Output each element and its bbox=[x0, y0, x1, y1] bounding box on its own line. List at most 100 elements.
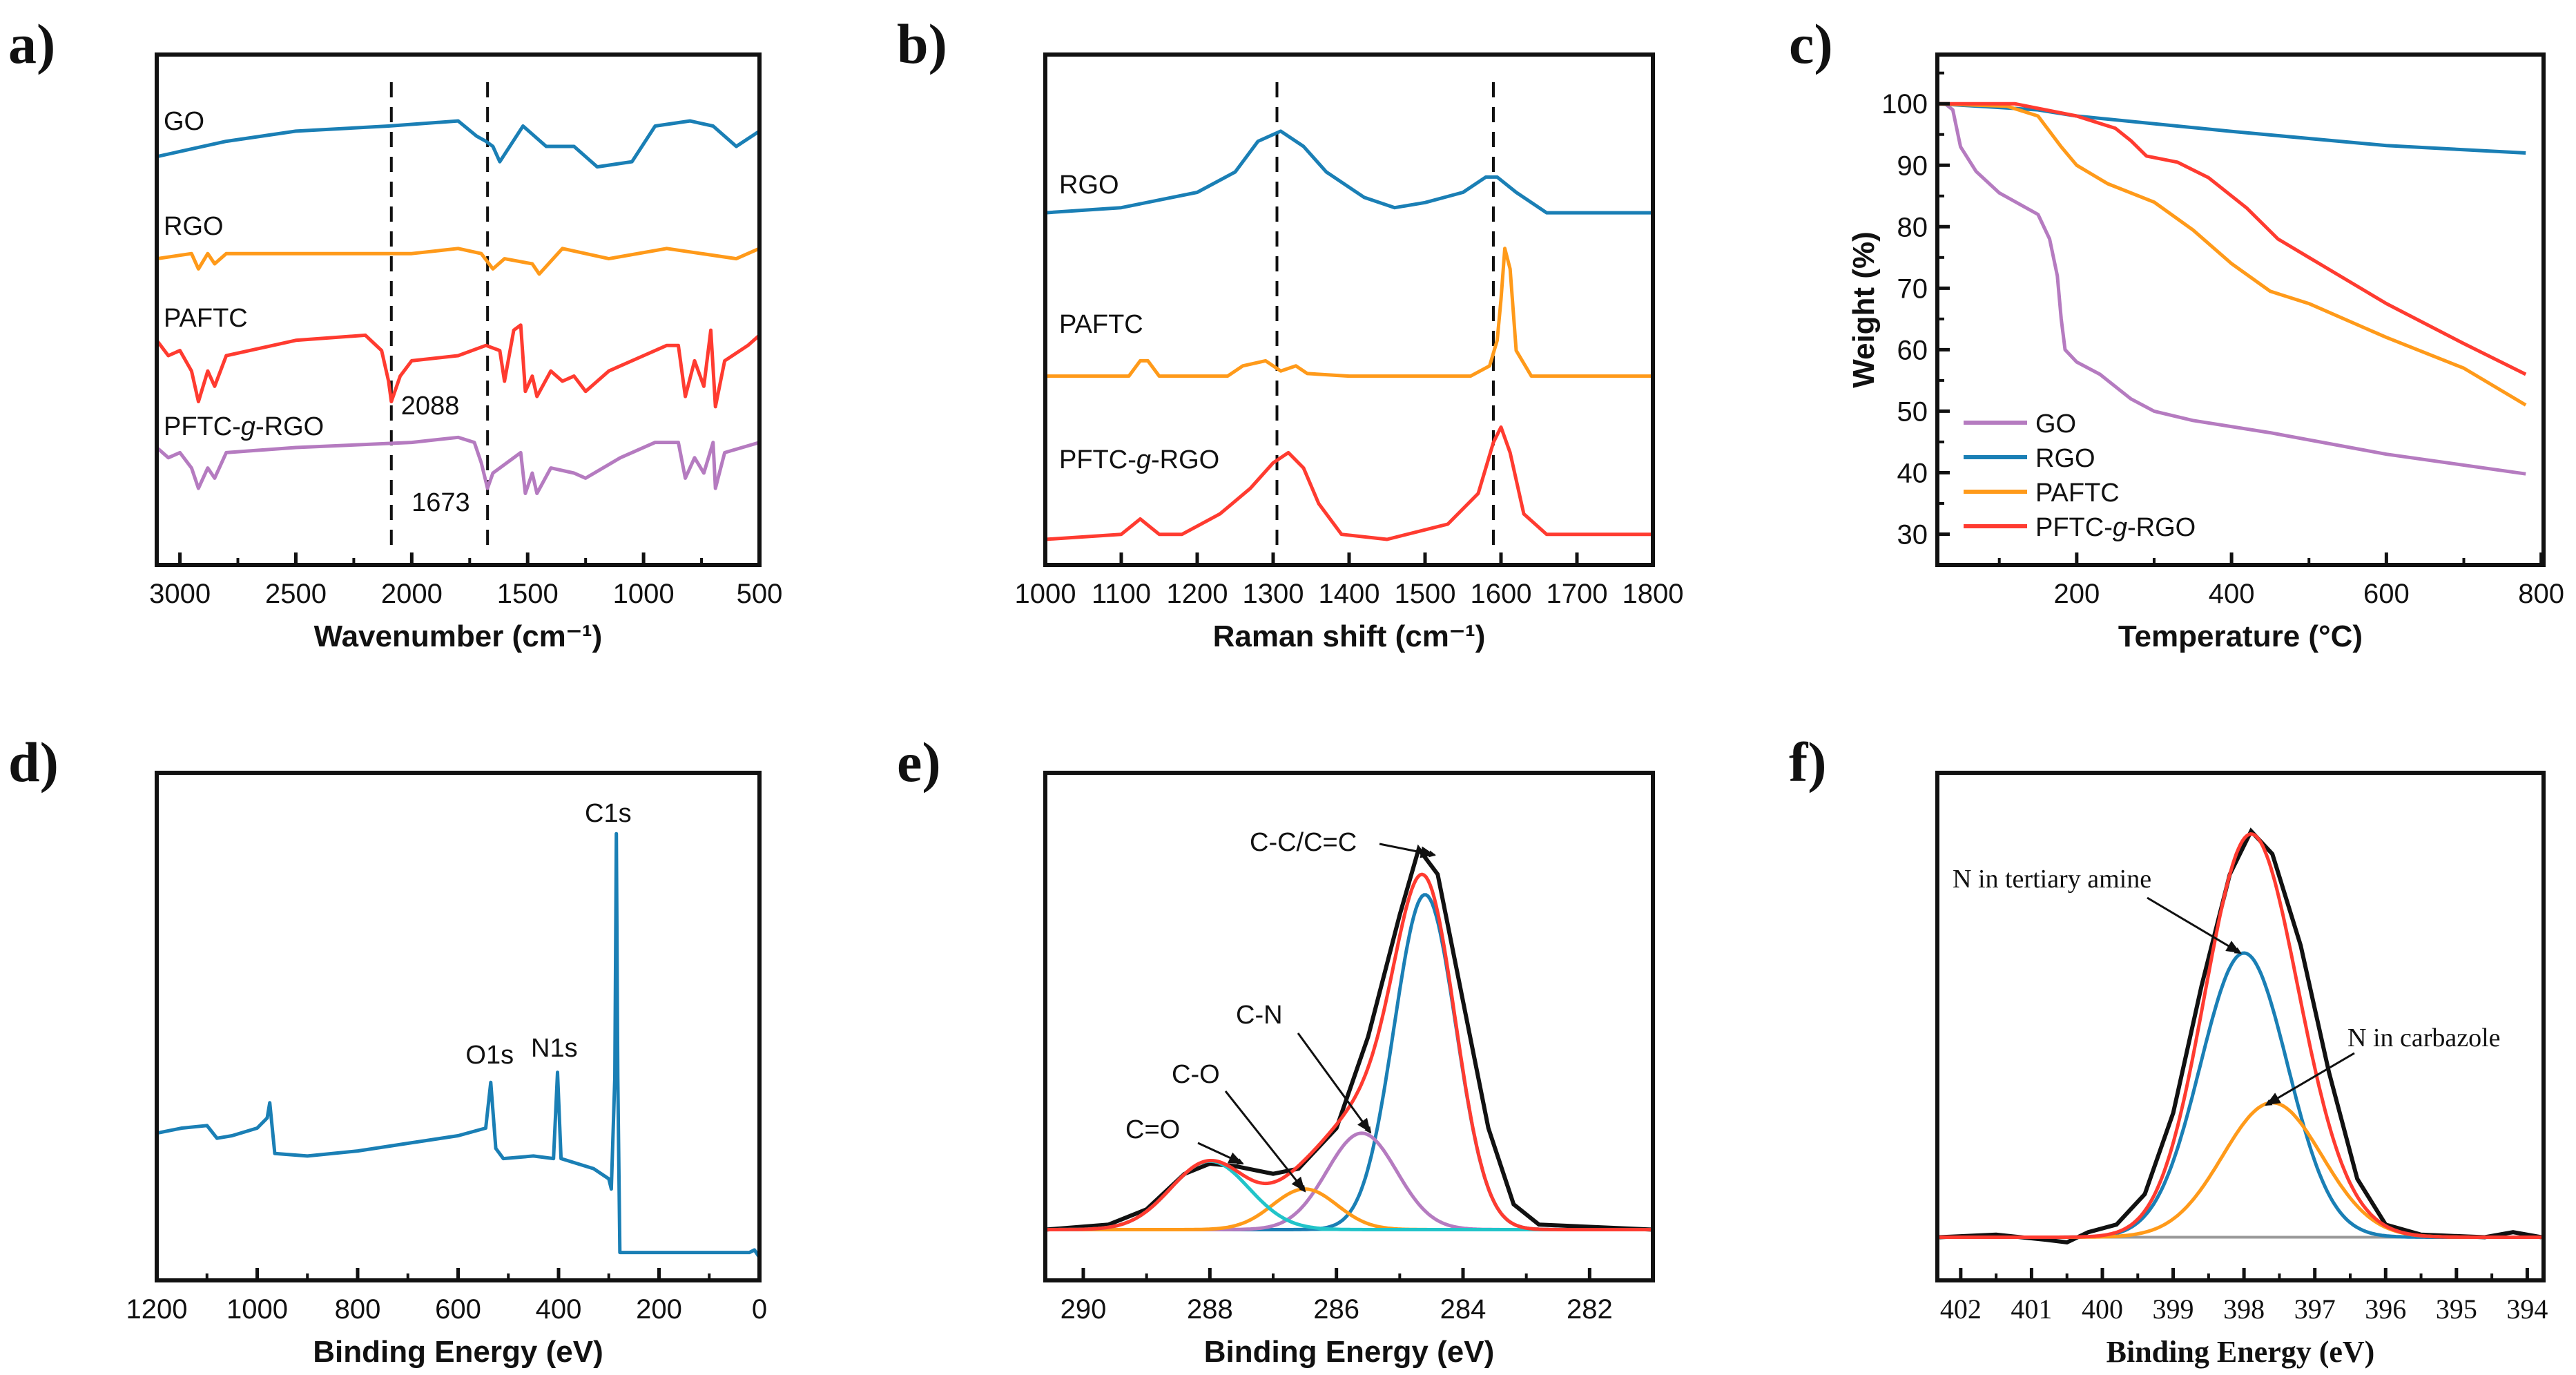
x-axis-title: Wavenumber (cm⁻¹) bbox=[314, 619, 603, 653]
x-tick-label: 290 bbox=[1061, 1294, 1107, 1325]
x-tick-label: 200 bbox=[636, 1294, 682, 1325]
x-tick-label: 600 bbox=[2363, 579, 2410, 609]
x-tick-label: 1000 bbox=[1015, 579, 1076, 609]
component-label: C-C/C=C bbox=[1250, 828, 1357, 857]
plot-area bbox=[157, 82, 759, 548]
x-tick-label: 1100 bbox=[1092, 579, 1151, 609]
x-tick-label: 400 bbox=[2209, 579, 2255, 609]
x-tick-label: 1400 bbox=[1319, 579, 1380, 609]
x-tick-label: 400 bbox=[536, 1294, 582, 1325]
series-line-PFTC-g-RGO bbox=[157, 435, 759, 495]
component-peak-N in carbazole bbox=[1937, 1101, 2544, 1239]
annotation-arrow-icon bbox=[2147, 896, 2242, 954]
x-tick-label: 1500 bbox=[497, 579, 559, 609]
x-tick-label: 401 bbox=[2011, 1294, 2052, 1325]
panel-c: c) 200 400 600 800 30 40 50 60 70 80 90 100 Temperatu… bbox=[1789, 12, 2564, 653]
y-tick-label: 70 bbox=[1897, 273, 1928, 304]
plot-area bbox=[1937, 827, 2544, 1244]
y-tick-label: 80 bbox=[1897, 212, 1928, 242]
series-label: PAFTC bbox=[1059, 310, 1143, 339]
panel-label: a) bbox=[8, 12, 55, 75]
panel-a: a) 3000 2500 2000 1500 1000 500 Wavenumber (cm⁻… bbox=[8, 12, 782, 653]
x-tick-label: 286 bbox=[1313, 1294, 1359, 1325]
panel-b: b) 1000 1100 1200 1300 1400 1500 1600 1700 1800 Ra… bbox=[897, 12, 1683, 653]
legend-label: PFTC-g-RGO bbox=[2035, 513, 2196, 542]
series-label: GO bbox=[164, 107, 204, 136]
x-tick-label: 399 bbox=[2153, 1294, 2194, 1325]
series-line-RGO bbox=[1937, 102, 2526, 155]
series-line-GO bbox=[1944, 102, 2526, 476]
panel-label: e) bbox=[897, 731, 941, 794]
panel-e: e) 290 288 286 284 282 Binding Energy (eV) C-C/… bbox=[897, 731, 1655, 1369]
series-line-GO bbox=[157, 119, 759, 169]
raw-data-line bbox=[1045, 844, 1653, 1232]
x-tick-label: 1300 bbox=[1243, 579, 1304, 609]
fit-envelope-line bbox=[1045, 872, 1653, 1231]
annotation-arrow-icon bbox=[1224, 1090, 1306, 1193]
component-peak-C-C/C=C bbox=[1045, 893, 1653, 1231]
panel-label: b) bbox=[897, 12, 947, 75]
component-peak-N in tertiary amine bbox=[1937, 951, 2544, 1239]
series-line-RGO bbox=[1045, 129, 1653, 215]
plot-area bbox=[157, 831, 759, 1259]
x-tick-label: 0 bbox=[752, 1294, 767, 1325]
x-tick-label: 402 bbox=[1940, 1294, 1982, 1325]
component-label: C=O bbox=[1125, 1115, 1180, 1144]
panel-label: f) bbox=[1789, 731, 1827, 794]
arrowhead-icon bbox=[2225, 941, 2240, 953]
series-label: PFTC-g-RGO bbox=[1059, 445, 1219, 474]
series-line-PFTC-g-RGO bbox=[1937, 102, 2527, 376]
plot-frame bbox=[155, 771, 762, 1282]
y-tick-label: 100 bbox=[1881, 89, 1928, 119]
x-tick-label: 394 bbox=[2506, 1294, 2548, 1325]
plot-frame bbox=[1935, 771, 2546, 1282]
y-tick-label: 90 bbox=[1897, 151, 1928, 181]
series-line-RGO bbox=[157, 247, 759, 276]
x-tick-label: 288 bbox=[1187, 1294, 1233, 1325]
x-axis-title: Binding Energy (eV) bbox=[313, 1335, 603, 1369]
y-tick-label: 60 bbox=[1897, 335, 1928, 365]
peak-label-c1s: C1s bbox=[585, 799, 632, 828]
plot-area bbox=[1937, 102, 2527, 476]
series-label: RGO bbox=[1059, 171, 1119, 200]
series-label: PFTC-g-RGO bbox=[164, 412, 324, 441]
x-tick-label: 2500 bbox=[265, 579, 327, 609]
x-axis-title: Binding Energy (eV) bbox=[2107, 1335, 2375, 1369]
peak-annotation: 2088 bbox=[401, 392, 460, 421]
x-tick-label: 398 bbox=[2223, 1294, 2265, 1325]
x-tick-label: 397 bbox=[2294, 1294, 2336, 1325]
x-tick-label: 1800 bbox=[1623, 579, 1684, 609]
y-tick-label: 50 bbox=[1897, 396, 1928, 427]
series-line-PAFTC bbox=[157, 323, 759, 409]
series-line-Survey bbox=[157, 831, 759, 1259]
annotation-arrow-icon bbox=[1297, 1032, 1372, 1134]
x-tick-label: 1700 bbox=[1547, 579, 1608, 609]
y-tick-label: 30 bbox=[1897, 519, 1928, 550]
x-tick-label: 500 bbox=[737, 579, 783, 609]
plot-area bbox=[1045, 82, 1653, 548]
panel-label: c) bbox=[1789, 12, 1833, 75]
series-line-PFTC-g-RGO bbox=[1045, 425, 1653, 541]
peak-label-o1s: O1s bbox=[465, 1041, 514, 1070]
series-line-PAFTC bbox=[1045, 247, 1653, 378]
raw-data-line bbox=[1939, 827, 2542, 1244]
component-label: C-O bbox=[1172, 1060, 1220, 1089]
plot-frame bbox=[155, 52, 762, 567]
component-label: N in tertiary amine bbox=[1953, 865, 2151, 894]
series-label: PAFTC bbox=[164, 304, 248, 333]
legend-label: PAFTC bbox=[2035, 479, 2120, 508]
x-tick-label: 2000 bbox=[381, 579, 443, 609]
peak-annotation: 1673 bbox=[411, 488, 470, 517]
x-tick-label: 395 bbox=[2436, 1294, 2477, 1325]
x-tick-label: 800 bbox=[335, 1294, 381, 1325]
x-tick-label: 282 bbox=[1567, 1294, 1613, 1325]
x-tick-label: 400 bbox=[2082, 1294, 2123, 1325]
panel-d: d) 1200 1000 800 600 400 200 0 Binding Energy (e… bbox=[8, 731, 767, 1369]
peak-label-n1s: N1s bbox=[531, 1034, 578, 1063]
x-tick-label: 1600 bbox=[1471, 579, 1532, 609]
arrowhead-icon bbox=[1357, 1117, 1371, 1133]
x-tick-label: 1000 bbox=[613, 579, 675, 609]
x-tick-label: 3000 bbox=[149, 579, 211, 609]
x-tick-label: 396 bbox=[2365, 1294, 2406, 1325]
